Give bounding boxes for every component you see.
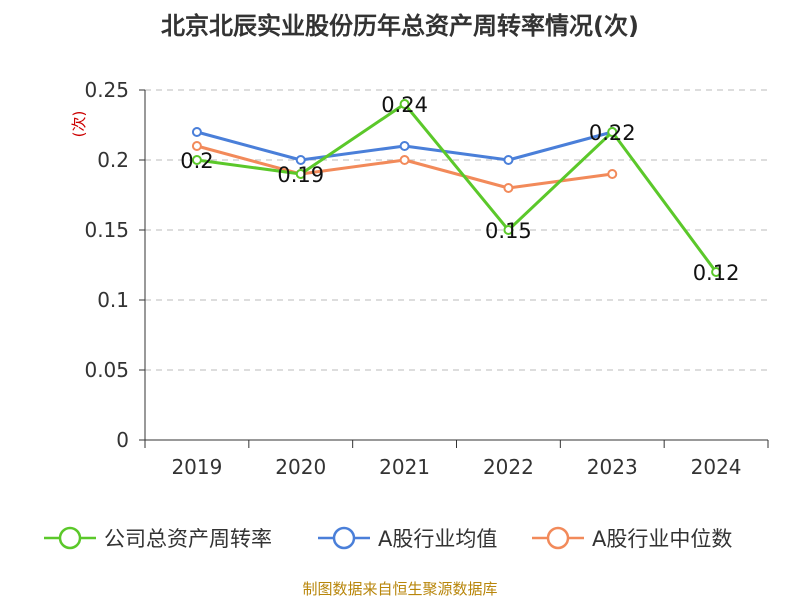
legend-marker [546,526,570,550]
chart-title: 北京北辰实业股份历年总资产周转率情况(次) [161,12,639,40]
series-lines [191,99,722,277]
axes: 0 0.05 0.1 0.15 0.2 0.25 2019 2020 2021 2022 2023 2… [84,78,769,479]
y-tick-label: 0.2 [97,148,129,172]
y-tick-label: 0.25 [84,78,129,102]
series-point [503,155,514,165]
x-tick-label: 2024 [691,455,742,479]
legend-marker [332,526,356,550]
y-tick-label: 0.1 [97,288,129,312]
legend: 公司总资产周转率 A股行业均值 A股行业中位数 [44,526,732,551]
series-line [196,102,718,273]
series-point [295,169,306,179]
series-point [711,267,722,277]
legend-label: 公司总资产周转率 [104,527,272,551]
x-tick-label: 2019 [171,455,222,479]
x-tick-label: 2021 [379,455,430,479]
y-axis-label: (次) [70,111,88,138]
series-point [191,127,202,137]
data-label: 0.12 [693,261,740,285]
series-point [607,169,618,179]
source-note: 制图数据来自恒生聚源数据库 [302,580,497,598]
series-point [191,141,202,151]
legend-label: A股行业中位数 [592,527,732,551]
grid-lines [145,89,768,371]
y-tick-label: 0 [116,428,129,452]
x-tick-label: 2022 [483,455,534,479]
series-point [399,141,410,151]
x-tick-label: 2020 [275,455,326,479]
series-point [503,225,514,235]
data-label: 0.24 [381,93,428,117]
series-point [399,99,410,109]
legend-label: A股行业均值 [378,527,497,551]
data-label: 0.2 [180,149,213,173]
series-point [503,183,514,193]
data-labels: 0.2 0.19 0.24 0.15 0.22 0.12 [180,93,739,285]
series-point [607,127,618,137]
y-tick-label: 0.15 [84,218,129,242]
data-label: 0.19 [277,163,324,187]
series-point [191,155,202,165]
legend-marker [58,526,82,550]
data-label: 0.22 [589,121,636,145]
y-tick-label: 0.05 [84,358,129,382]
series-point [295,155,306,165]
series-point [399,155,410,165]
x-tick-label: 2023 [587,455,638,479]
data-label: 0.15 [485,219,532,243]
